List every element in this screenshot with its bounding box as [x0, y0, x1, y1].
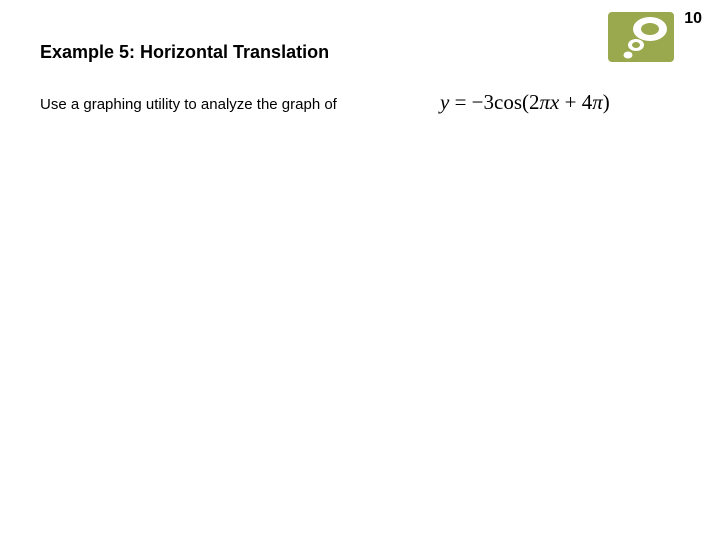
thought-bubble-icon	[608, 12, 674, 62]
eq-pi1: π	[540, 90, 551, 114]
equation: y = −3cos(2πx + 4π)	[440, 90, 610, 115]
eq-fn: cos(	[494, 90, 529, 114]
page-number: 10	[684, 10, 702, 28]
eq-minus: −	[472, 90, 484, 114]
eq-lhs-var: y	[440, 90, 449, 114]
eq-coef: 3	[484, 90, 495, 114]
eq-close: )	[603, 90, 610, 114]
eq-t2coef: 4	[582, 90, 593, 114]
eq-t1coef: 2	[529, 90, 540, 114]
example-title: Example 5: Horizontal Translation	[40, 42, 329, 63]
eq-t1var: x	[550, 90, 559, 114]
eq-equals: =	[449, 90, 471, 114]
instruction-text: Use a graphing utility to analyze the gr…	[40, 96, 337, 113]
eq-pi2: π	[592, 90, 603, 114]
eq-plus: +	[559, 90, 581, 114]
